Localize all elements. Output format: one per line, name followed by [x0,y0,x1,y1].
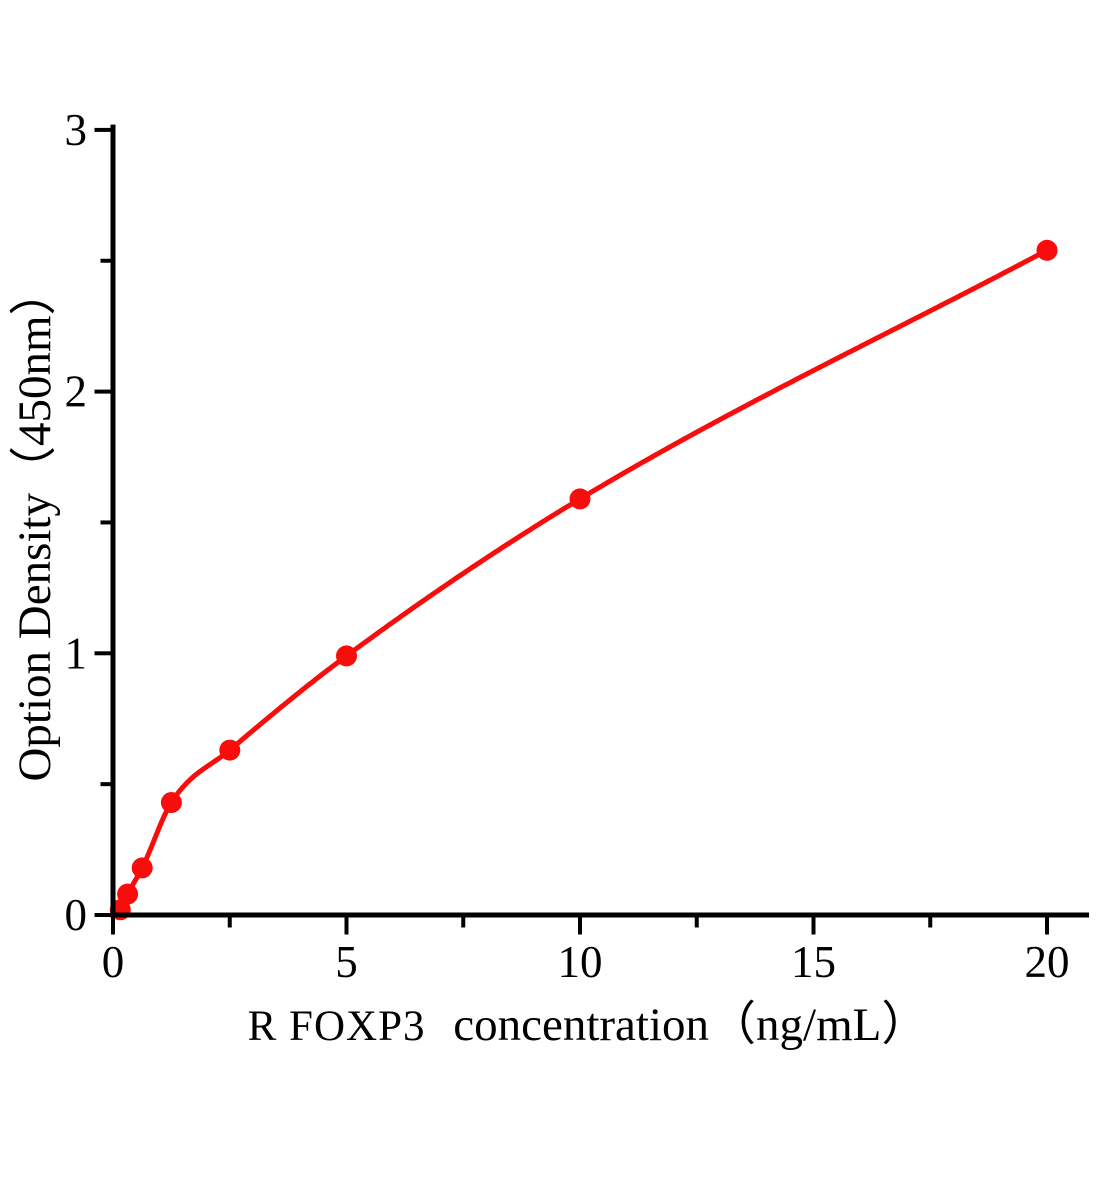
x-axis-title: R FOXP3 concentration（ng/mL） [248,999,929,1051]
y-axis-title: Option Density（450nm） [9,268,61,781]
data-point [117,883,139,905]
x-tick-label: 5 [335,937,358,987]
x-axis-title-sample-name: R FOXP3 [248,1003,426,1050]
y-tick-label: 1 [65,628,88,678]
y-tick-label: 2 [65,367,88,417]
x-tick-label: 15 [791,937,836,987]
y-tick-label: 0 [65,890,88,940]
data-point [569,488,591,510]
data-point [219,739,241,761]
data-point [1036,239,1058,261]
data-point [160,792,182,813]
y-tick-label: 3 [65,105,88,155]
x-tick-label: 10 [558,937,603,987]
plot-area: 0 5 10 15 20 0 1 2 3 [65,105,1090,987]
fit-curve [110,247,1050,918]
data-point [131,857,153,879]
x-axis-title-label: concentration（ng/mL） [453,999,928,1051]
x-tick-label: 0 [102,937,125,987]
data-point [336,645,357,667]
x-tick-label: 20 [1025,937,1070,987]
